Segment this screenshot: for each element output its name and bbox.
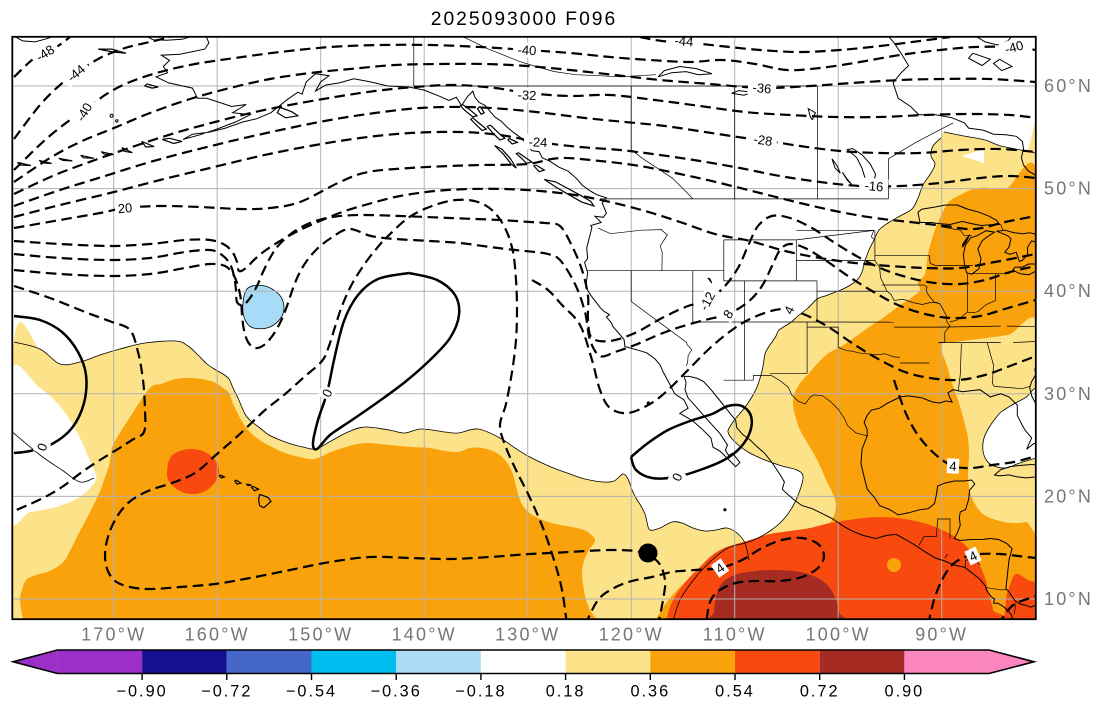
svg-text:0.18: 0.18 <box>546 683 586 701</box>
svg-text:-40: -40 <box>517 42 537 58</box>
svg-text:150°W: 150°W <box>288 625 353 645</box>
svg-text:60°N: 60°N <box>1044 76 1093 96</box>
svg-text:0.54: 0.54 <box>715 683 755 701</box>
svg-text:90°W: 90°W <box>915 625 968 645</box>
svg-text:50°N: 50°N <box>1044 179 1093 199</box>
svg-text:−0.72: −0.72 <box>201 683 252 701</box>
svg-text:100°W: 100°W <box>806 625 871 645</box>
svg-text:−0.90: −0.90 <box>116 683 167 701</box>
svg-text:−0.36: −0.36 <box>371 683 422 701</box>
svg-text:-24: -24 <box>528 134 548 150</box>
svg-text:4: 4 <box>949 459 957 474</box>
svg-text:30°N: 30°N <box>1044 384 1093 404</box>
svg-text:−0.18: −0.18 <box>455 683 506 701</box>
svg-text:20°N: 20°N <box>1044 486 1093 506</box>
svg-text:110°W: 110°W <box>703 625 767 645</box>
svg-text:160°W: 160°W <box>185 625 250 645</box>
svg-text:130°W: 130°W <box>495 625 560 645</box>
svg-text:0: 0 <box>34 441 51 453</box>
svg-text:2025093000 F096: 2025093000 F096 <box>431 9 618 30</box>
svg-text:170°W: 170°W <box>81 625 146 645</box>
svg-text:-44: -44 <box>674 33 694 50</box>
svg-text:0.36: 0.36 <box>630 683 670 701</box>
svg-text:−0.54: −0.54 <box>286 683 337 701</box>
svg-text:-40: -40 <box>1003 37 1025 56</box>
svg-text:10°N: 10°N <box>1044 589 1093 609</box>
svg-text:-16: -16 <box>864 178 884 195</box>
svg-text:120°W: 120°W <box>599 625 664 645</box>
svg-text:40°N: 40°N <box>1044 281 1093 301</box>
svg-text:-28: -28 <box>753 131 774 148</box>
svg-text:20: 20 <box>117 200 133 216</box>
svg-text:-36: -36 <box>752 80 772 97</box>
svg-text:-32: -32 <box>517 87 537 103</box>
svg-text:0.90: 0.90 <box>885 683 925 701</box>
svg-text:140°W: 140°W <box>392 625 457 645</box>
svg-text:0.72: 0.72 <box>800 683 840 701</box>
